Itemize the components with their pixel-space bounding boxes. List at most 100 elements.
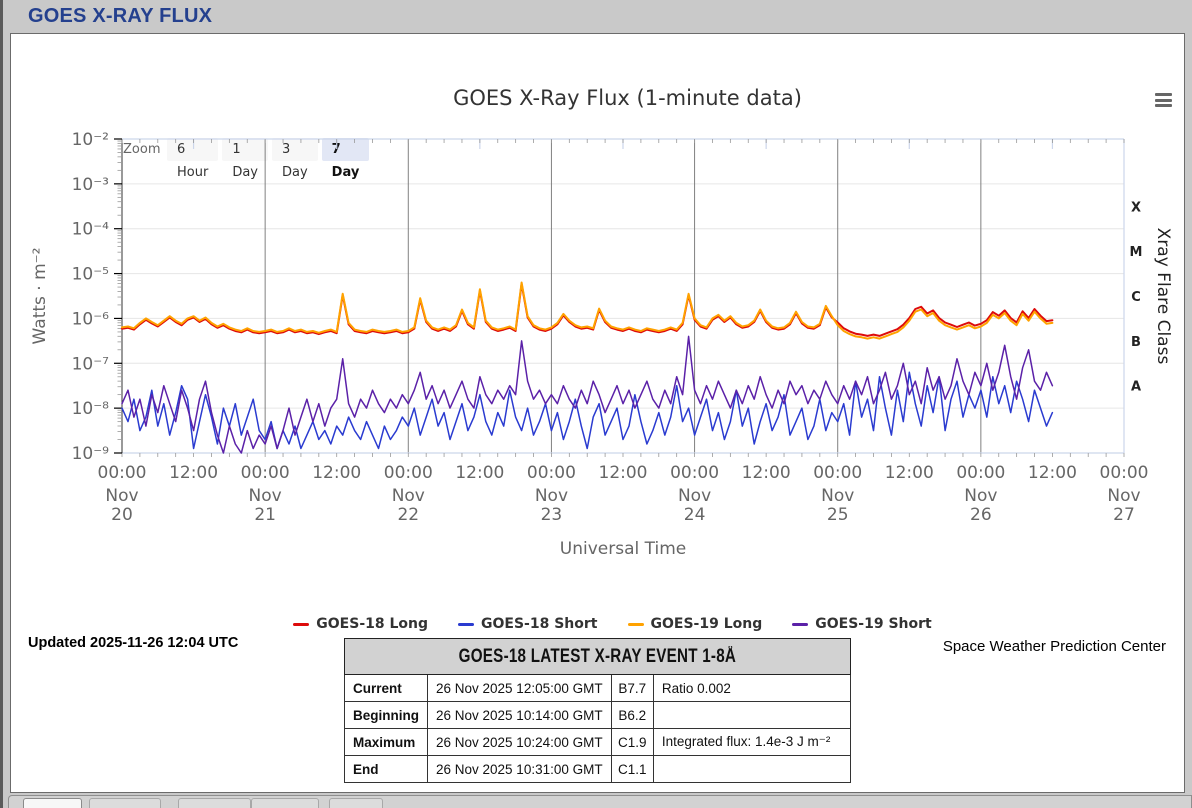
legend-label: GOES-19 Long [650,616,763,632]
xray-flux-plot: 10⁻² 10⁻³ 10⁻⁴ 10⁻⁵ 10⁻⁶ 10⁻⁷ 10⁻⁸ 10⁻⁹ Watts · … [30,130,1173,559]
x-day-number: 22 [397,505,419,525]
x-day-number: 27 [1113,505,1135,525]
zoom-buttons: 6 Hour 1 Day 3 Day 7 Day [167,138,370,180]
table-cell-cls: C1.1 [610,755,654,783]
legend-swatch [458,622,475,626]
zoom-button-3-day[interactable]: 3 Day [271,138,318,180]
x-tick-label: 12:00 [1028,463,1077,483]
series-goes-18-long [121,282,1054,337]
flare-class-label-m: M [1130,245,1143,260]
legend-swatch [792,622,809,626]
series-goes-18-short [121,371,1054,450]
x-tick-label: 00:00 [1100,463,1149,483]
bottom-tab-3[interactable] [178,798,251,808]
x-day-month: Nov [249,486,282,506]
x-tick-label: 00:00 [670,463,719,483]
x-tick-label: 00:00 [241,463,290,483]
series-goes-19-short [121,335,1054,454]
x-tick-label: 00:00 [956,463,1005,483]
x-day-month: Nov [392,486,425,506]
x-tick-label: 00:00 [527,463,576,483]
x-tick-label: 00:00 [384,463,433,483]
legend-item-goes-19-short[interactable]: GOES-19 Short [792,616,932,632]
legend-item-goes-18-long[interactable]: GOES-18 Long [293,616,428,632]
x-day-month: Nov [1107,486,1140,506]
x-day-number: 23 [541,505,563,525]
x-tick-label: 12:00 [169,463,218,483]
table-cell-cls: C1.9 [610,728,654,756]
table-cell-note: Ratio 0.002 [652,674,852,702]
table-cell-tim: 26 Nov 2025 10:14:00 GMT [427,701,612,729]
zoom-button-7-day[interactable]: 7 Day [321,138,370,180]
legend-label: GOES-18 Long [316,616,429,632]
table-cell-lab: Beginning [344,701,428,729]
table-cell-cls: B6.2 [610,701,654,729]
x-day-number: 24 [684,505,706,525]
chart-legend: GOES-18 Long GOES-18 Short GOES-19 Long GOE… [11,616,1186,632]
x-tick-label: 12:00 [742,463,791,483]
bottom-tab-strip [8,795,1192,808]
legend-swatch [627,622,644,626]
flare-class-label-c: C [1131,290,1141,305]
table-cell-note: Integrated flux: 1.4e-3 J m⁻² [652,728,852,756]
table-cell-cls: B7.7 [610,674,654,702]
chart-context-menu-button[interactable] [1155,93,1175,111]
x-day-number: 26 [970,505,992,525]
chart-panel: GOES X-Ray Flux (1-minute data) Zoom 6 H… [10,33,1185,793]
y-tick-label: 10⁻² [72,130,109,150]
table-cell-lab: Current [344,674,428,702]
x-tick-label: 12:00 [312,463,361,483]
x-day-month: Nov [535,486,568,506]
flare-class-label-b: B [1131,335,1141,350]
page-title: GOES X-RAY FLUX [28,5,213,27]
series-goes-19-long [121,281,1054,340]
bottom-tab-2[interactable] [89,798,161,808]
table-row: End 26 Nov 2025 10:31:00 GMT C1.1 [344,755,852,783]
x-day-month: Nov [678,486,711,506]
hamburger-menu-icon [1155,93,1172,96]
legend-label: GOES-19 Short [815,616,932,632]
y-tick-label: 10⁻⁶ [72,309,110,329]
credit-text: Space Weather Prediction Center [942,638,1166,655]
y-tick-label: 10⁻⁸ [72,399,110,419]
x-day-number: 25 [827,505,849,525]
axis-labels: 10⁻² 10⁻³ 10⁻⁴ 10⁻⁵ 10⁻⁶ 10⁻⁷ 10⁻⁸ 10⁻⁹ Watts · … [30,130,1173,559]
table-cell-tim: 26 Nov 2025 12:05:00 GMT [427,674,612,702]
legend-item-goes-18-short[interactable]: GOES-18 Short [458,616,598,632]
chart-title: GOES X-Ray Flux (1-minute data) [453,86,802,110]
x-tick-label: 12:00 [885,463,934,483]
table-cell-note [652,701,852,729]
table-row: Beginning 26 Nov 2025 10:14:00 GMT B6.2 [344,701,852,729]
legend-item-goes-19-long[interactable]: GOES-19 Long [627,616,763,632]
x-day-number: 20 [111,505,133,525]
bottom-tab-4[interactable] [251,798,319,808]
y-tick-label: 10⁻³ [72,175,109,195]
x-axis-title: Universal Time [560,539,686,559]
zoom-button-1-day[interactable]: 1 Day [222,138,268,180]
series [121,281,1054,454]
window-left-edge [0,0,3,808]
legend-label: GOES-18 Short [481,616,598,632]
y-tick-label: 10⁻⁵ [72,265,109,285]
bottom-tab-5[interactable] [329,798,383,808]
event-table-title: GOES-18 LATEST X-RAY EVENT 1-8Å [344,638,851,675]
table-cell-lab: Maximum [344,728,428,756]
y-axis-title: Watts · m⁻² [30,248,50,345]
x-tick-label: 00:00 [98,463,147,483]
zoom-button-6-hour[interactable]: 6 Hour [167,138,219,180]
right-axis-title: Xray Flare Class [1153,228,1173,365]
xray-event-table: GOES-18 LATEST X-RAY EVENT 1-8Å Current 2… [344,638,852,783]
x-day-month: Nov [821,486,854,506]
x-tick-label: 12:00 [599,463,648,483]
y-tick-label: 10⁻⁷ [72,354,110,374]
x-tick-label: 00:00 [813,463,862,483]
y-tick-label: 10⁻⁹ [72,444,110,464]
bottom-tab-1[interactable] [23,798,82,808]
zoom-label: Zoom [123,142,161,157]
legend-swatch [293,622,310,626]
table-row: Current 26 Nov 2025 12:05:00 GMT B7.7 Ratio… [344,674,852,702]
table-cell-tim: 26 Nov 2025 10:24:00 GMT [427,728,612,756]
table-cell-lab: End [344,755,428,783]
flare-class-label-a: A [1131,380,1141,395]
